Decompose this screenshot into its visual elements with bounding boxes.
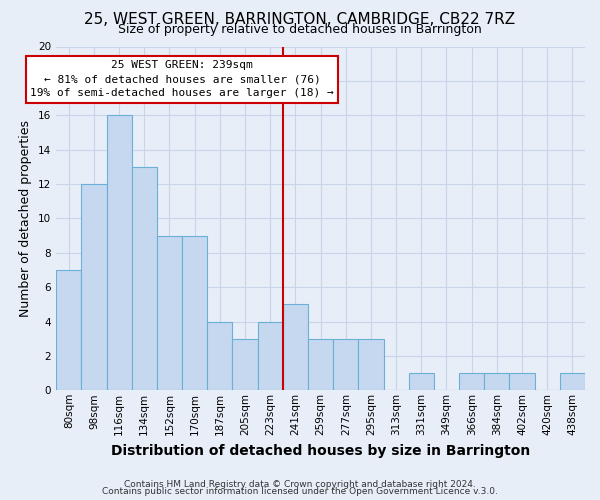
Text: Contains HM Land Registry data © Crown copyright and database right 2024.: Contains HM Land Registry data © Crown c… [124,480,476,489]
Text: 25 WEST GREEN: 239sqm
← 81% of detached houses are smaller (76)
19% of semi-deta: 25 WEST GREEN: 239sqm ← 81% of detached … [30,60,334,98]
Text: 25, WEST GREEN, BARRINGTON, CAMBRIDGE, CB22 7RZ: 25, WEST GREEN, BARRINGTON, CAMBRIDGE, C… [85,12,515,28]
Bar [409,373,434,390]
Bar [283,304,308,390]
Y-axis label: Number of detached properties: Number of detached properties [19,120,32,317]
Bar [207,322,232,390]
Bar [333,338,358,390]
Bar [560,373,585,390]
Text: Contains public sector information licensed under the Open Government Licence v.: Contains public sector information licen… [102,487,498,496]
Bar [132,167,157,390]
Bar [82,184,107,390]
Bar [509,373,535,390]
Text: Size of property relative to detached houses in Barrington: Size of property relative to detached ho… [118,22,482,36]
Bar [232,338,257,390]
X-axis label: Distribution of detached houses by size in Barrington: Distribution of detached houses by size … [111,444,530,458]
Bar [308,338,333,390]
Bar [182,236,207,390]
Bar [459,373,484,390]
Bar [107,116,132,390]
Bar [157,236,182,390]
Bar [484,373,509,390]
Bar [56,270,82,390]
Bar [257,322,283,390]
Bar [358,338,383,390]
